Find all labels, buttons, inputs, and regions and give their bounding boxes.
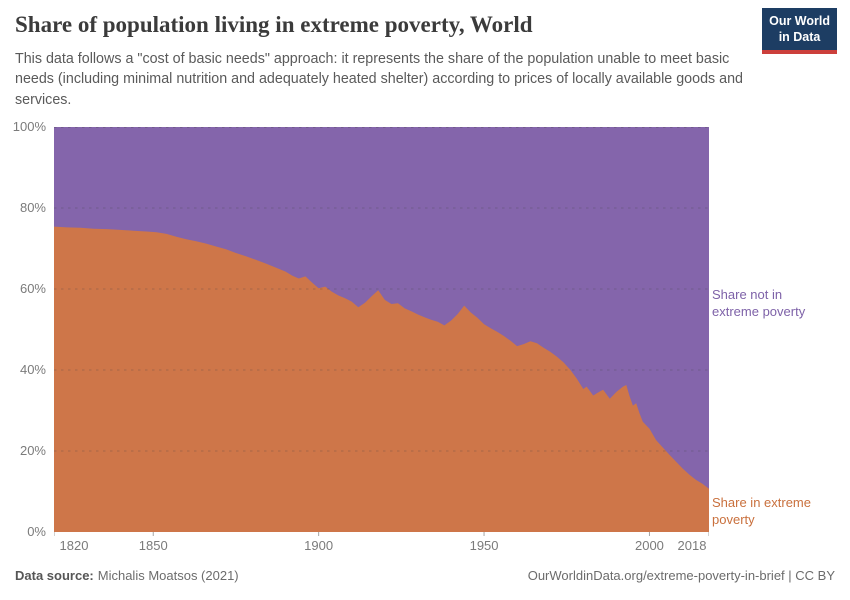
y-tick-label: 40% (19, 362, 46, 377)
series-label-in-poverty: Share in extreme poverty (712, 495, 811, 527)
x-tick-label: 1850 (138, 538, 168, 553)
data-source-value: Michalis Moatsos (2021) (97, 568, 239, 583)
y-tick-label: 20% (19, 443, 46, 458)
area-in-poverty (54, 226, 709, 532)
data-source-label: Data source: (15, 568, 94, 583)
y-tick-label: 0% (27, 524, 46, 539)
x-tick-label: 2000 (634, 538, 664, 553)
x-tick-label: 2018 (677, 538, 707, 553)
chart-plot (54, 127, 709, 536)
series-label-not-in-poverty: Share not in extreme poverty (712, 287, 806, 319)
x-tick-label: 1950 (469, 538, 499, 553)
owid-logo-line2: in Data (778, 30, 821, 45)
credit-link[interactable]: OurWorldinData.org/extreme-poverty-in-br… (527, 568, 835, 583)
y-tick-label: 60% (19, 281, 46, 296)
x-tick-label: 1900 (304, 538, 334, 553)
x-tick-label: 1820 (59, 538, 89, 553)
y-tick-label: 80% (19, 200, 46, 215)
chart-subtitle: This data follows a "cost of basic needs… (15, 51, 743, 108)
owid-logo: Our World in Data (762, 8, 837, 54)
owid-logo-line1: Our World (769, 14, 830, 28)
page-title: Share of population living in extreme po… (15, 12, 533, 37)
data-source: Data source: Michalis Moatsos (2021) (15, 568, 239, 583)
y-tick-label: 100% (12, 119, 46, 134)
